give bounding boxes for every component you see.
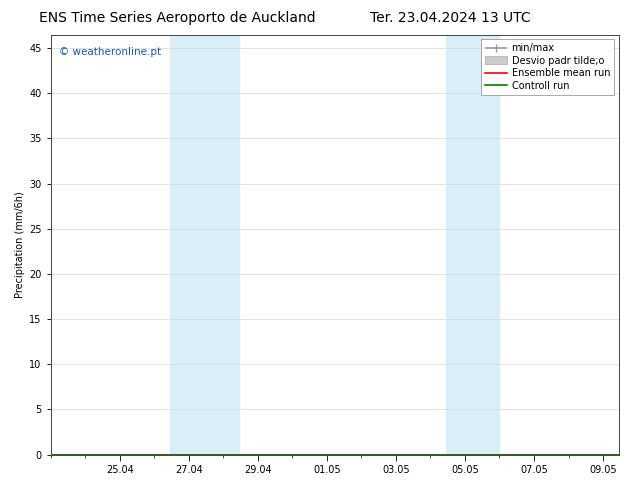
Text: © weatheronline.pt: © weatheronline.pt bbox=[59, 47, 161, 57]
Text: Ter. 23.04.2024 13 UTC: Ter. 23.04.2024 13 UTC bbox=[370, 11, 531, 25]
Bar bbox=[446, 35, 500, 455]
Legend: min/max, Desvio padr tilde;o, Ensemble mean run, Controll run: min/max, Desvio padr tilde;o, Ensemble m… bbox=[481, 40, 614, 95]
Bar bbox=[170, 35, 239, 455]
Y-axis label: Precipitation (mm/6h): Precipitation (mm/6h) bbox=[15, 191, 25, 298]
Text: ENS Time Series Aeroporto de Auckland: ENS Time Series Aeroporto de Auckland bbox=[39, 11, 316, 25]
